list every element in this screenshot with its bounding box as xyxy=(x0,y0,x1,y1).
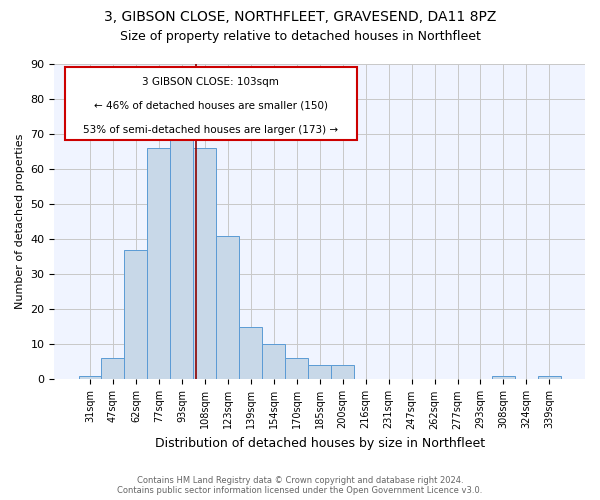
Bar xyxy=(193,148,217,380)
X-axis label: Distribution of detached houses by size in Northfleet: Distribution of detached houses by size … xyxy=(155,437,485,450)
Bar xyxy=(239,327,262,380)
Y-axis label: Number of detached properties: Number of detached properties xyxy=(15,134,25,310)
Bar xyxy=(331,366,354,380)
FancyBboxPatch shape xyxy=(65,67,357,140)
Bar xyxy=(285,358,308,380)
Bar xyxy=(308,366,331,380)
Text: Size of property relative to detached houses in Northfleet: Size of property relative to detached ho… xyxy=(119,30,481,43)
Bar xyxy=(492,376,515,380)
Bar xyxy=(170,134,193,380)
Bar xyxy=(538,376,561,380)
Text: ← 46% of detached houses are smaller (150): ← 46% of detached houses are smaller (15… xyxy=(94,100,328,110)
Bar xyxy=(217,236,239,380)
Text: 53% of semi-detached houses are larger (173) →: 53% of semi-detached houses are larger (… xyxy=(83,124,338,134)
Bar xyxy=(101,358,124,380)
Text: 3, GIBSON CLOSE, NORTHFLEET, GRAVESEND, DA11 8PZ: 3, GIBSON CLOSE, NORTHFLEET, GRAVESEND, … xyxy=(104,10,496,24)
Bar xyxy=(148,148,170,380)
Text: Contains HM Land Registry data © Crown copyright and database right 2024.
Contai: Contains HM Land Registry data © Crown c… xyxy=(118,476,482,495)
Bar xyxy=(79,376,101,380)
Bar xyxy=(262,344,285,380)
Bar xyxy=(124,250,148,380)
Text: 3 GIBSON CLOSE: 103sqm: 3 GIBSON CLOSE: 103sqm xyxy=(142,76,280,86)
